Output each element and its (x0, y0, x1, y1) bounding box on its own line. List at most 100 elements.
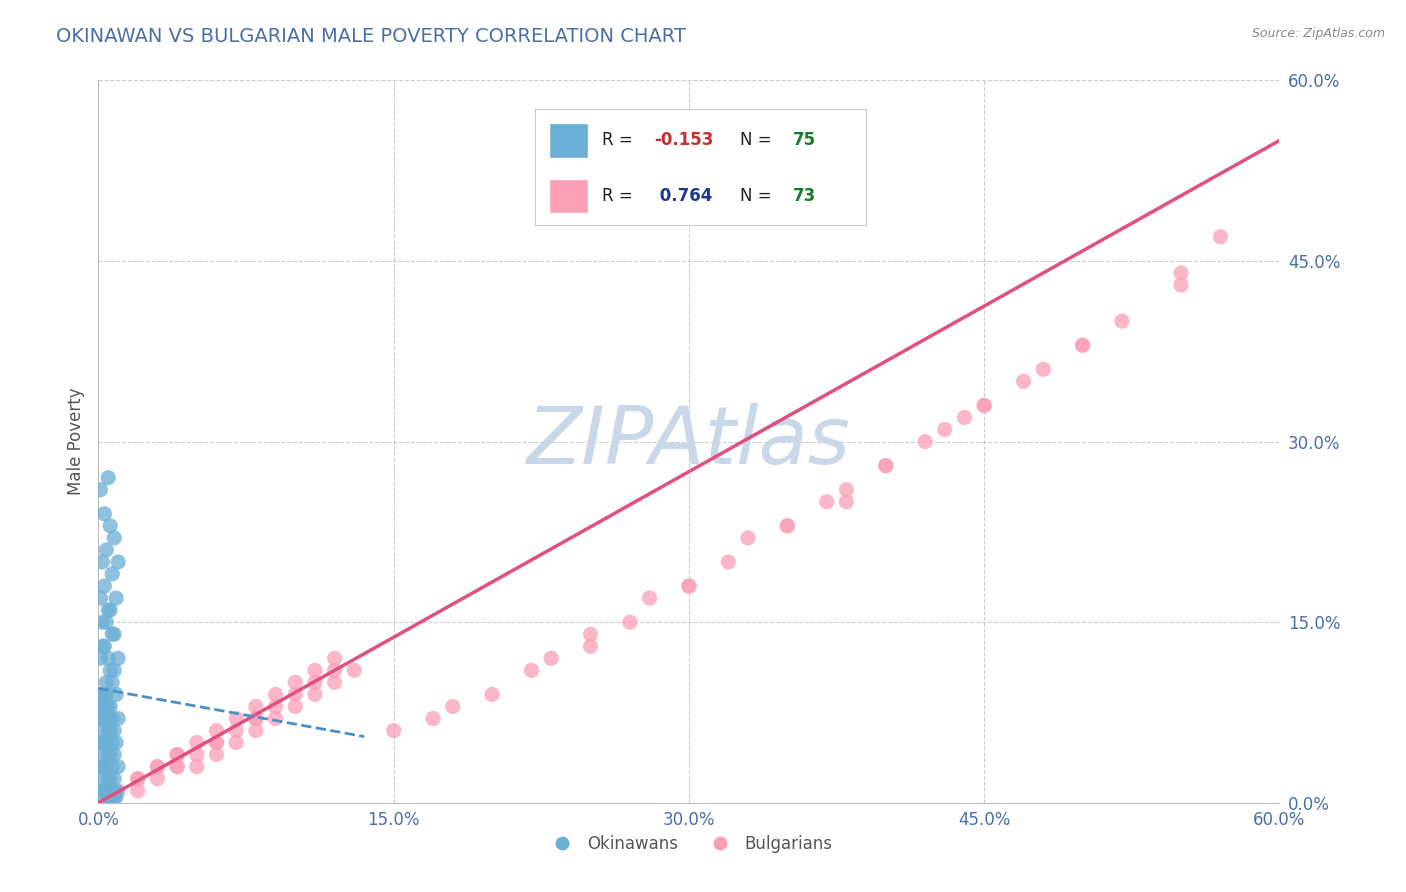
Point (96, 784, 118, 798)
Point (97, 772, 120, 786)
Point (96, 675, 118, 690)
Point (284, 699, 307, 714)
Point (737, 531, 759, 545)
Point (101, 627, 124, 641)
Point (103, 664, 125, 678)
Point (245, 712, 267, 726)
Point (835, 494, 858, 508)
Point (382, 723, 405, 738)
Point (146, 760, 169, 774)
Point (127, 784, 149, 798)
Point (101, 784, 124, 798)
Point (638, 591, 661, 605)
Point (1170, 277, 1192, 292)
Point (93, 784, 115, 798)
Point (103, 531, 125, 545)
Point (1012, 374, 1035, 388)
Point (264, 687, 287, 701)
Point (225, 712, 247, 726)
Point (579, 639, 602, 653)
Point (205, 735, 228, 749)
Point (93, 723, 115, 738)
Point (105, 735, 128, 749)
Point (245, 699, 267, 714)
Point (105, 784, 128, 798)
Point (815, 494, 838, 508)
Point (245, 712, 267, 726)
Point (91, 555, 114, 569)
Point (776, 518, 799, 533)
Point (93, 507, 115, 521)
Point (97, 712, 120, 726)
Point (97, 789, 120, 804)
Point (619, 615, 641, 630)
Point (105, 687, 128, 701)
Point (835, 483, 858, 497)
Point (91, 789, 114, 804)
Point (89, 687, 111, 701)
Point (101, 675, 124, 690)
Point (520, 664, 543, 678)
Point (93, 579, 115, 593)
Point (98, 772, 121, 786)
Point (264, 699, 287, 714)
Point (101, 789, 124, 804)
Point (1170, 266, 1192, 280)
Point (304, 675, 326, 690)
Point (93, 639, 115, 653)
Point (105, 789, 128, 804)
Point (304, 664, 326, 678)
Text: OKINAWAN VS BULGARIAN MALE POVERTY CORRELATION CHART: OKINAWAN VS BULGARIAN MALE POVERTY CORRE… (56, 27, 686, 45)
Point (245, 723, 267, 738)
Point (96, 760, 118, 774)
Point (1111, 314, 1133, 328)
Text: ZIPAtlas: ZIPAtlas (527, 402, 851, 481)
Point (146, 772, 169, 786)
Point (166, 747, 188, 762)
Point (127, 772, 149, 786)
Point (89, 760, 111, 774)
Point (101, 760, 124, 774)
Point (146, 760, 169, 774)
Point (1071, 338, 1094, 352)
Point (1209, 230, 1232, 244)
Point (98, 603, 121, 617)
Point (103, 772, 125, 786)
Point (323, 675, 346, 690)
Point (101, 712, 124, 726)
Point (98, 699, 121, 714)
Y-axis label: Male Poverty: Male Poverty (66, 388, 84, 495)
Point (103, 723, 125, 738)
Point (579, 627, 602, 641)
Point (89, 735, 111, 749)
Point (973, 398, 995, 412)
Point (186, 747, 208, 762)
Legend: Okinawans, Bulgarians: Okinawans, Bulgarians (538, 828, 839, 860)
Point (934, 422, 956, 436)
Point (93, 747, 115, 762)
Point (97, 651, 120, 665)
Point (1071, 338, 1094, 352)
Point (441, 699, 464, 714)
Point (96, 687, 118, 701)
Point (89, 483, 111, 497)
Point (953, 410, 976, 425)
Point (98, 747, 121, 762)
Point (205, 723, 228, 738)
Point (105, 591, 128, 605)
Point (186, 735, 208, 749)
Point (89, 591, 111, 605)
Point (98, 664, 121, 678)
Point (103, 747, 125, 762)
Point (304, 687, 326, 701)
Point (107, 784, 129, 798)
Point (89, 651, 111, 665)
Point (107, 760, 129, 774)
Point (284, 675, 307, 690)
Point (96, 735, 118, 749)
Point (91, 712, 114, 726)
Point (101, 567, 124, 582)
Point (97, 789, 120, 804)
Point (107, 555, 129, 569)
Point (973, 398, 995, 412)
